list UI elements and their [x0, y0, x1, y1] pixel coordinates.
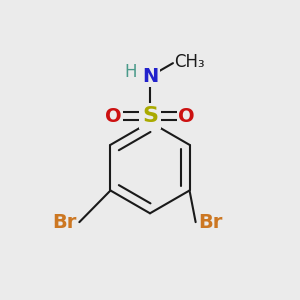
- Text: Br: Br: [199, 213, 223, 232]
- Text: O: O: [105, 106, 122, 126]
- Text: N: N: [142, 67, 158, 86]
- Text: CH₃: CH₃: [174, 53, 205, 71]
- Text: S: S: [142, 106, 158, 126]
- Text: Br: Br: [52, 213, 76, 232]
- Text: O: O: [178, 106, 195, 126]
- Text: H: H: [124, 63, 137, 81]
